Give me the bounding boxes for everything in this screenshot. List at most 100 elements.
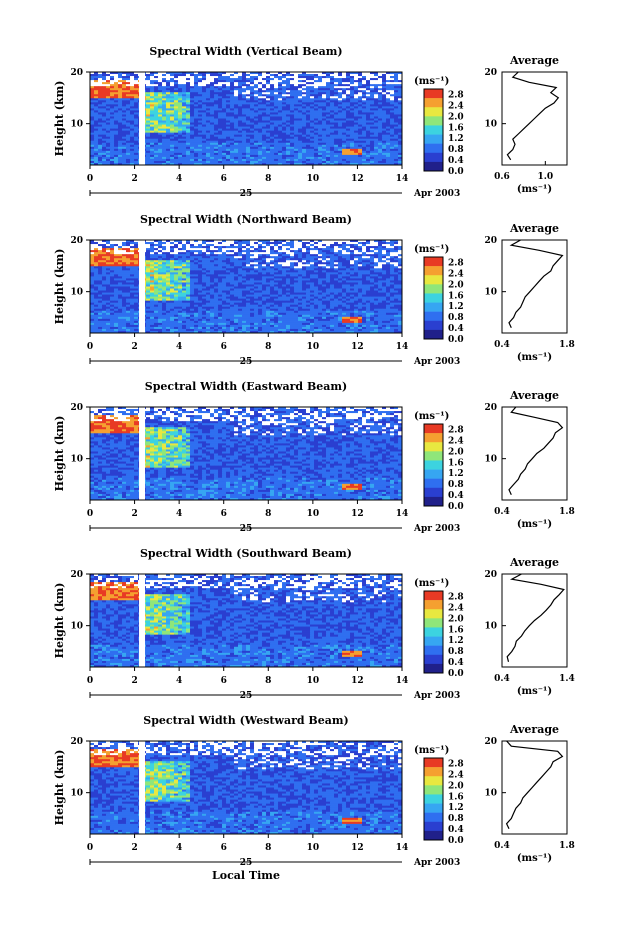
heatmap-cell bbox=[238, 116, 243, 119]
heatmap-cell bbox=[122, 116, 127, 119]
heatmap-cell bbox=[346, 122, 351, 125]
heatmap-cell bbox=[194, 132, 199, 136]
heatmap-cell bbox=[278, 120, 283, 123]
heatmap-cell bbox=[338, 94, 343, 97]
heatmap-cell bbox=[274, 118, 279, 121]
heatmap-cell bbox=[286, 84, 291, 87]
heatmap-cell bbox=[238, 132, 243, 136]
heatmap-cell bbox=[114, 98, 119, 101]
heatmap-cell bbox=[194, 94, 199, 97]
heatmap-cell bbox=[398, 92, 403, 95]
heatmap-cell bbox=[282, 120, 287, 123]
heatmap-cell bbox=[110, 78, 115, 81]
heatmap-cell bbox=[270, 112, 275, 115]
heatmap-cell bbox=[386, 88, 391, 91]
heatmap-cell bbox=[318, 122, 323, 125]
heatmap-cell bbox=[222, 76, 227, 79]
heatmap-cell bbox=[274, 76, 279, 79]
heatmap-cell bbox=[258, 82, 263, 85]
heatmap-cell bbox=[294, 96, 299, 99]
heatmap-cell bbox=[298, 88, 303, 91]
heatmap-cell bbox=[278, 100, 283, 103]
heatmap-cell bbox=[202, 76, 207, 79]
heatmap-cell bbox=[198, 86, 203, 89]
heatmap-cell bbox=[106, 116, 111, 119]
heatmap-cell bbox=[126, 124, 131, 127]
heatmap-cell bbox=[134, 110, 139, 113]
heatmap-cell bbox=[174, 130, 179, 134]
heatmap-cell bbox=[114, 88, 119, 91]
heatmap-cell bbox=[206, 118, 211, 121]
heatmap-cell bbox=[354, 120, 359, 123]
heatmap-cell bbox=[150, 112, 155, 115]
heatmap-cell bbox=[218, 98, 223, 101]
heatmap-cell bbox=[274, 116, 279, 119]
heatmap-cell bbox=[338, 82, 343, 85]
heatmap-cell bbox=[106, 126, 111, 130]
heatmap-cell bbox=[202, 122, 207, 125]
heatmap-cell bbox=[258, 78, 263, 81]
heatmap-cell bbox=[226, 88, 231, 91]
heatmap-cell bbox=[110, 92, 115, 95]
heatmap-cell bbox=[150, 80, 155, 83]
heatmap-cell bbox=[134, 82, 139, 85]
heatmap-cell bbox=[354, 88, 359, 91]
heatmap-cell bbox=[94, 100, 99, 103]
heatmap-cell bbox=[342, 80, 347, 83]
heatmap-cell bbox=[258, 74, 263, 77]
heatmap-cell bbox=[162, 118, 167, 121]
heatmap-cell bbox=[170, 124, 175, 127]
heatmap-cell bbox=[226, 118, 231, 121]
heatmap-cell bbox=[222, 100, 227, 103]
heatmap-cell bbox=[126, 126, 131, 130]
heatmap-cell bbox=[226, 98, 231, 101]
heatmap-cell bbox=[122, 74, 127, 77]
heatmap-cell bbox=[102, 132, 107, 136]
heatmap-cell bbox=[150, 94, 155, 97]
heatmap-cell bbox=[290, 116, 295, 119]
heatmap-cell bbox=[306, 108, 311, 111]
heatmap-cell bbox=[250, 80, 255, 83]
heatmap-cell bbox=[162, 74, 167, 77]
heatmap-cell bbox=[234, 84, 239, 87]
heatmap-cell bbox=[262, 80, 267, 83]
heatmap-cell bbox=[106, 134, 111, 138]
heatmap-cell bbox=[206, 84, 211, 87]
heatmap-cell bbox=[290, 120, 295, 123]
heatmap-cell bbox=[238, 80, 243, 83]
heatmap-cell bbox=[130, 134, 135, 138]
heatmap-cell bbox=[306, 100, 311, 103]
heatmap-cell bbox=[274, 98, 279, 101]
heatmap-cell bbox=[298, 96, 303, 99]
avg-x-tick-label: 0.6 bbox=[494, 172, 510, 182]
heatmap-cell bbox=[218, 120, 223, 123]
heatmap-cell bbox=[106, 98, 111, 101]
heatmap-cell bbox=[166, 96, 171, 99]
heatmap-cell bbox=[190, 94, 195, 97]
heatmap-cell bbox=[214, 96, 219, 99]
heatmap-cell bbox=[310, 106, 315, 109]
heatmap-cell bbox=[182, 128, 187, 132]
heatmap-cell bbox=[382, 74, 387, 77]
heatmap-cell bbox=[94, 134, 99, 138]
heatmap-cell bbox=[202, 82, 207, 85]
heatmap-cell bbox=[218, 104, 223, 107]
heatmap-cell bbox=[334, 112, 339, 115]
heatmap-cell bbox=[178, 124, 183, 127]
heatmap-cell bbox=[298, 72, 303, 75]
heatmap-cell bbox=[342, 124, 347, 127]
heatmap-cell bbox=[110, 90, 115, 93]
heatmap-cell bbox=[186, 122, 191, 125]
heatmap-cell bbox=[350, 132, 355, 136]
heatmap-cell bbox=[210, 94, 215, 97]
heatmap-cell bbox=[346, 72, 351, 75]
heatmap-cell bbox=[234, 82, 239, 85]
heatmap-cell bbox=[122, 98, 127, 101]
heatmap-cell bbox=[282, 104, 287, 107]
heatmap-cell bbox=[366, 108, 371, 111]
heatmap-cell bbox=[362, 132, 367, 136]
heatmap-cell bbox=[282, 88, 287, 91]
heatmap-cell bbox=[370, 108, 375, 111]
heatmap-cell bbox=[178, 80, 183, 83]
heatmap-cell bbox=[250, 86, 255, 89]
